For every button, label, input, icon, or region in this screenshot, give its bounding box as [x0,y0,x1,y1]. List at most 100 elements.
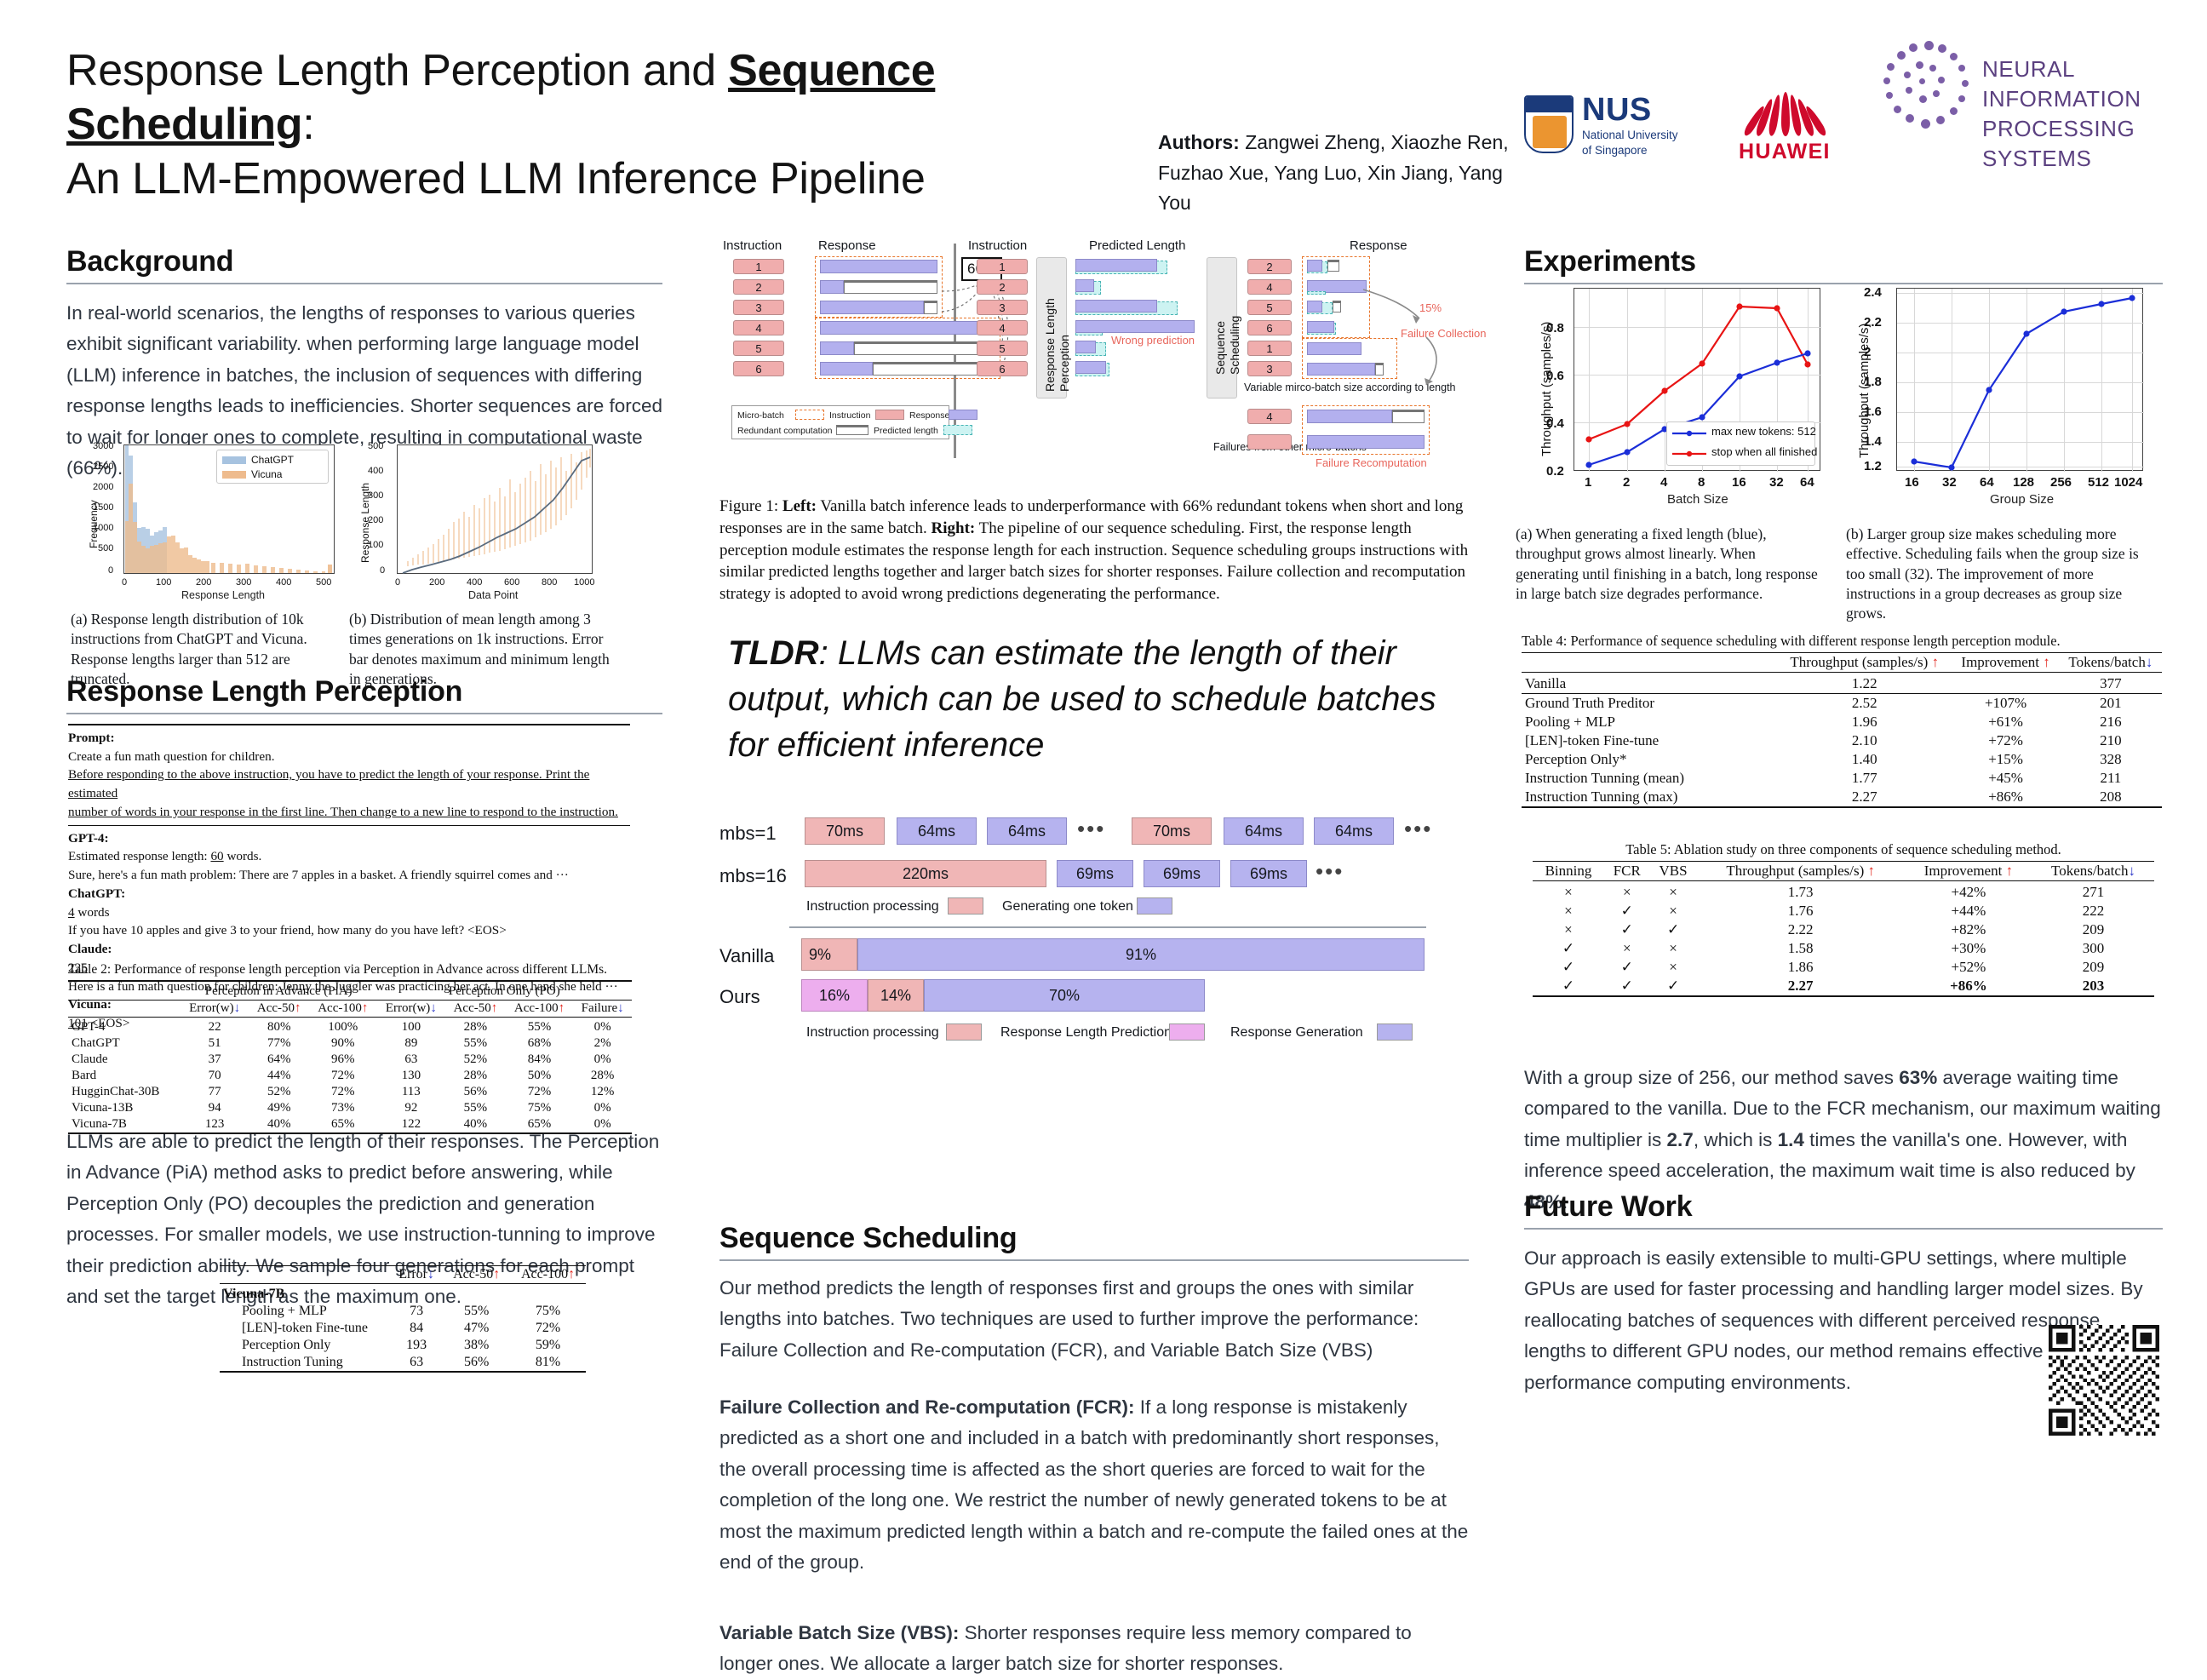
prompt-example-box: Prompt: Create a fun math question for c… [68,724,630,1033]
huawei-flower-icon [1742,92,1828,138]
histogram-plot-area: ChatGPT Vicuna [123,444,335,574]
xtick: 1024 [2114,475,2143,490]
huawei-logo: HUAWEI [1737,92,1882,163]
diagram-response-bar [1307,410,1392,423]
xtick: 16 [1732,475,1746,490]
tldr-label: TLDR [728,634,819,672]
experiments-heading: Experiments [1524,245,1696,278]
diagram-scheduled-box: 1 [1247,341,1292,356]
legend-label-stopall: stop when all finished [1711,445,1818,458]
timing-label-vanilla: Vanilla [719,945,775,966]
ytick: 300 [368,490,384,501]
timing-label-ours: Ours [719,986,760,1007]
background-heading: Background [66,245,234,278]
chart-response-length-histogram: ChatGPT Vicuna 3000 2500 2000 1500 1000 … [71,439,343,603]
ss-fcr-paragraph: Failure Collection and Re-computation (F… [719,1392,1469,1579]
diagram-response-bar [1307,260,1322,272]
legend-label-chatgpt: ChatGPT [251,454,295,466]
ytick: 1500 [93,502,114,513]
nus-logo-name: NUS [1582,92,1652,128]
figure-caption-a: (a) Response length distribution of 10k … [71,611,307,687]
diagram-scheduled-box: 2 [1247,259,1292,274]
gpt4-estimate-suffix: words. [223,849,262,864]
xtick: 600 [504,577,520,588]
table-row: Vicuna-7B 123 40% 65% 122 40% 65% 0% [68,1116,632,1133]
timing-legend2-swatch-2 [1169,1023,1205,1041]
table-5-container: Table 5: Ablation study on three compone… [1533,841,2154,997]
xtick: 800 [542,577,558,588]
ss-fcr-label: Failure Collection and Re-computation (F… [719,1396,1135,1418]
claude-label: Claude: [68,942,112,957]
chatgpt-estimate-number: 4 [68,904,75,920]
chart-throughput-vs-groupsize: 2.4 2.2 2 1.8 1.6 1.4 1.2 Throughput (sa… [1843,269,2167,525]
table-row: × ✓ ✓ 2.22 +82% 209 [1564,920,2105,937]
timing-block: 70ms [1132,817,1212,845]
histogram-legend: ChatGPT Vicuna [216,450,329,484]
groupsize-ylabel: Throughput (samples/s) [1857,323,1872,458]
qr-code[interactable] [2049,1325,2159,1436]
table-vicuna: Error↓ Acc-50↑ Acc-100↑ Vicuna-7B Poolin… [220,1265,586,1373]
gpt4-estimate-number: 60 [210,849,224,864]
neurips-logo: NEURAL INFORMATION PROCESSING SYSTEMS [1882,36,2180,171]
chatgpt-response: If you have 10 apples and give 3 to your… [68,923,507,938]
timing-block: 64ms [1224,817,1304,845]
prompt-label: Prompt: [68,731,115,745]
diagram-failure-collection-label: Failure Collection [1401,327,1487,340]
table-row: Bard 70 44% 72% 130 28% 50% 28% [72,1068,615,1082]
table-4-col-header: Tokens/batch [2068,654,2146,670]
ytick: 2.2 [1864,315,1882,330]
figure-1-caption: Figure 1: Left: Vanilla batch inference … [719,496,1469,605]
timing-ellipsis: ••• [1404,816,1433,841]
xtick: 256 [2050,475,2072,490]
ytick: 0 [108,565,114,576]
prompt-line-3: number of words in your response in the … [68,804,618,819]
table-row: Instruction Tunning (max) 2.27 +86% 208 [1522,788,2162,807]
diagram-module-rlp [1036,257,1067,398]
table-vic-col-header: Error [398,1267,427,1282]
diagram-scheduled-box: 3 [1247,361,1292,376]
groupsize-xlabel: Group Size [1990,492,2055,507]
response-length-perception-heading: Response Length Perception [66,675,463,708]
batchsize-svg [1585,303,1811,468]
fig1-caption-right-label: Right: [931,519,976,537]
xtick: 200 [429,577,445,588]
experiments-divider [1524,283,2163,284]
ytick: 2 [1864,345,1872,359]
prompt-line-2: Before responding to the above instructi… [68,767,590,801]
fig1-caption-left: Vanilla batch inference leads to underpe… [719,497,1464,537]
table-row: ✓ × × 1.58 +30% 300 [1562,939,2105,956]
fig1-caption-prefix: Figure 1: [719,497,782,515]
diagram-microbatch-group [1302,405,1430,455]
table-row: Vanilla 1.22 377 [1525,674,2122,691]
sortedlen-ylabel: Response Length [359,482,371,563]
diagram-response-bar [1307,435,1425,449]
table-row: HugginChat-30B 77 52% 72% 113 56% 72% 12% [72,1084,615,1098]
diagram-redundant-top [1327,260,1339,262]
diagram-predicted-bar [1307,291,1326,295]
timing-bar-ours-prediction: 16% [801,979,868,1012]
table-5-col-header: VBS [1659,863,1688,879]
diagram-microbatch-group [1302,256,1370,338]
timing-label-mbs16: mbs=16 [719,865,787,886]
table-2-col-header: Failure [581,1001,618,1015]
background-paragraph: In real-world scenarios, the lengths of … [66,302,663,479]
table-row: ✓ ✓ × 1.86 +52% 209 [1562,958,2105,975]
nus-logo: NUS National University of Singapore [1524,92,1728,160]
fig1-caption-left-label: Left: [782,497,817,515]
diagram-redundant-top [1375,363,1384,365]
nus-shield-icon [1524,95,1574,153]
diagram-recompute-box [1247,434,1292,450]
table-row: Instruction Tunning (mean) 1.77 +45% 211 [1525,769,2122,786]
diagram-response-bar [1307,363,1375,376]
diagram-response-bar [1307,280,1367,293]
gpt4-label: GPT-4: [68,830,109,846]
table-4: Throughput (samples/s) ↑ Improvement ↑ T… [1522,652,2162,808]
table-2-col-header: Error(w) [189,1001,234,1015]
batchsize-ylabel: Throughput (samples/s) [1539,321,1554,456]
timing-legend1-label-2: Generating one token [1002,899,1133,914]
table-2-container: Table 2: Performance of response length … [68,962,632,1134]
diagram-response-bar [820,260,937,273]
table-5-col-header: FCR [1613,863,1641,879]
diagram-redundant-top [873,362,995,364]
table-row: Claude 37 64% 96% 63 52% 84% 0% [72,1052,611,1066]
